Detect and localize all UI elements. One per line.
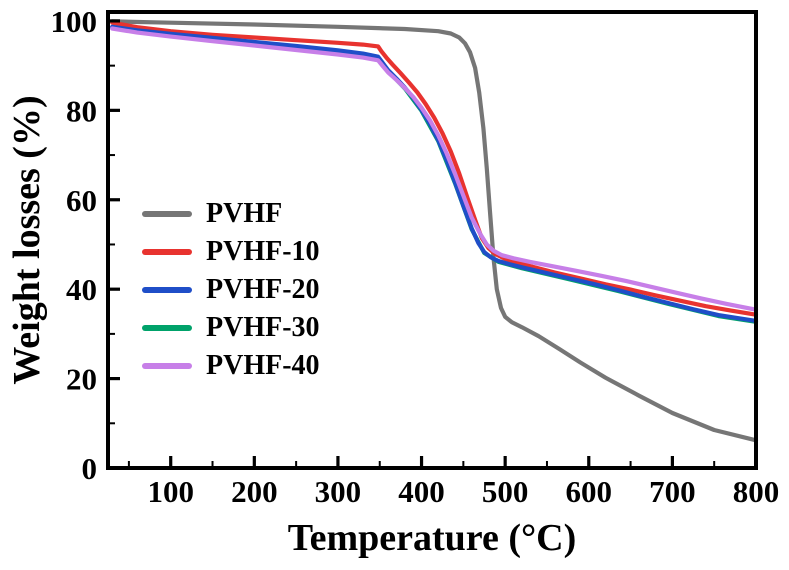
legend-label: PVHF-40 [206, 349, 320, 381]
legend-label: PVHF-20 [206, 273, 320, 305]
series-line-pvhf-20 [110, 24, 759, 323]
legend-item-pvhf-10: PVHF-10 [142, 236, 320, 267]
series-line-pvhf-10 [110, 20, 759, 317]
y-axis-title: Weight losses (%) [6, 95, 48, 385]
legend-label: PVHF [206, 197, 283, 229]
y-tick-label: 100 [51, 4, 98, 39]
x-tick-label: 100 [147, 474, 194, 509]
y-tick-label: 0 [82, 451, 98, 486]
series-line-pvhf-40 [110, 26, 759, 312]
axis-ticks: 100 200 300 400 500 600 700 800 0 20 40 60 80 100 [51, 4, 780, 509]
legend-item-pvhf: PVHF [142, 198, 320, 229]
x-tick-label: 300 [315, 474, 362, 509]
y-tick-label: 20 [66, 362, 97, 397]
legend-item-pvhf-40: PVHF-40 [142, 350, 320, 381]
legend-swatch [142, 362, 192, 369]
x-tick-label: 400 [398, 474, 445, 509]
legend-item-pvhf-30: PVHF-30 [142, 312, 320, 343]
x-tick-label: 500 [482, 474, 529, 509]
y-tick-label: 60 [66, 183, 97, 218]
x-tick-label: 700 [649, 474, 696, 509]
y-tick-label: 80 [66, 93, 97, 128]
series-lines [110, 19, 759, 443]
legend-swatch [142, 248, 192, 255]
x-tick-label: 600 [566, 474, 613, 509]
y-tick-label: 40 [66, 272, 97, 307]
legend-swatch [142, 286, 192, 293]
x-tick-label: 800 [733, 474, 780, 509]
x-tick-label: 200 [231, 474, 278, 509]
legend-label: PVHF-10 [206, 235, 320, 267]
chart-legend: PVHF PVHF-10 PVHF-20 PVHF-30 PVHF-40 [142, 198, 320, 381]
legend-swatch [142, 324, 192, 331]
legend-label: PVHF-30 [206, 311, 320, 343]
plot-frame [106, 10, 758, 470]
series-line-pvhf [110, 19, 759, 443]
legend-swatch [142, 210, 192, 217]
legend-item-pvhf-20: PVHF-20 [142, 274, 320, 305]
x-axis-title: Temperature (°C) [287, 517, 577, 559]
